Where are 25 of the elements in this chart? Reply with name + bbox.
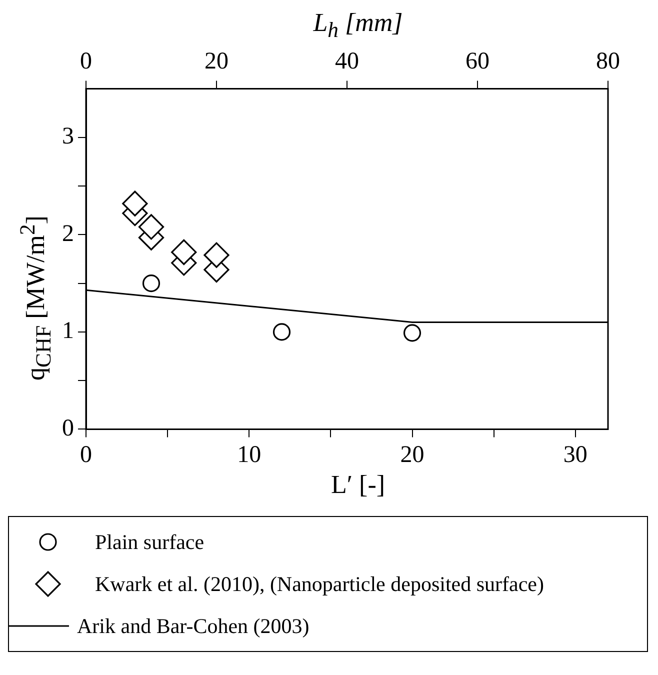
- y-tick-label: 1: [62, 318, 74, 344]
- y-tick-label: 2: [62, 220, 74, 247]
- x-axis-title: L′ [-]: [330, 470, 386, 500]
- point: [122, 190, 148, 216]
- x2-tick-label: 40: [335, 48, 359, 75]
- x-tick-label: 10: [237, 442, 262, 468]
- x2-tick-label: 60: [466, 48, 490, 75]
- x2-tick-label: 0: [80, 48, 92, 75]
- legend-label: Kwark et al. (2010), (Nanoparticle deposited surface): [95, 572, 544, 596]
- point: [138, 214, 164, 240]
- point: [142, 274, 160, 292]
- x2-tick-label: 80: [596, 48, 620, 75]
- x-tick-label: 0: [80, 442, 92, 468]
- point: [171, 239, 197, 265]
- x2-tick-label: 20: [204, 48, 228, 75]
- x2-axis-title: L$_{h}$ [mm]: [313, 8, 403, 42]
- y-tick-label: 0: [62, 415, 74, 442]
- legend-label: Arik and Bar-Cohen (2003): [77, 614, 310, 638]
- legend-label: Plain surface: [95, 530, 204, 554]
- point: [272, 323, 291, 341]
- y-tick-label: 3: [62, 124, 74, 150]
- x-tick-label: 30: [563, 442, 588, 468]
- x-tick-label: 20: [400, 442, 424, 468]
- point: [204, 242, 230, 268]
- point: [403, 324, 422, 342]
